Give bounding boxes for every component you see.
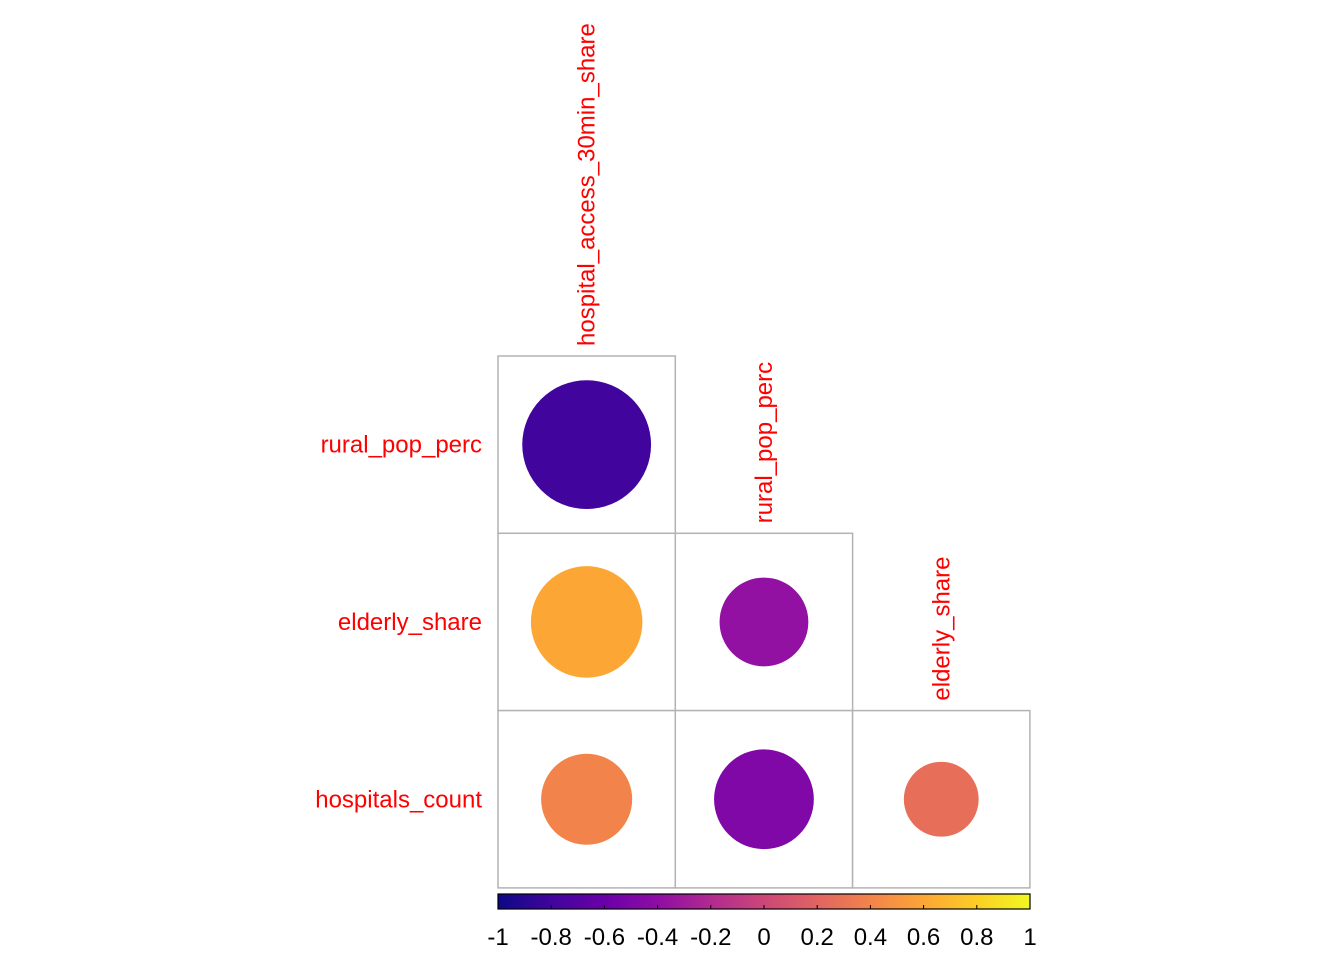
colorbar-tick-label: 0.6 <box>907 924 940 951</box>
colorbar-tick-label: -1 <box>487 924 508 951</box>
labels-layer: rural_pop_perc elderly_share hospitals_cou… <box>315 23 955 813</box>
corr-circle <box>719 577 809 667</box>
colorbar-tick-label: -0.6 <box>584 924 625 951</box>
colorbar-tick-label: 0.2 <box>801 924 834 951</box>
corr-circle <box>522 380 652 510</box>
colorbar-tick-label: 1 <box>1023 924 1036 951</box>
colorbar-tick-label: 0 <box>757 924 770 951</box>
corr-cell <box>674 709 854 889</box>
cells-layer <box>497 355 1031 889</box>
row-label: rural_pop_perc <box>321 432 482 459</box>
corr-cell <box>497 709 677 889</box>
colorbar-tick-label: 0.8 <box>960 924 993 951</box>
colorbar-tick-label: -0.4 <box>637 924 678 951</box>
corr-cell <box>497 532 677 712</box>
colorbar: -1 -0.8 -0.6 -0.4 -0.2 0 0.2 0.4 0.6 0.8 1 <box>487 893 1037 951</box>
corr-circle <box>530 566 643 678</box>
row-label: hospitals_count <box>315 786 482 813</box>
column-label: elderly_share <box>928 557 955 701</box>
row-label: elderly_share <box>338 609 482 636</box>
corr-cell <box>851 709 1031 889</box>
corr-circle <box>541 753 633 845</box>
column-label: rural_pop_perc <box>751 362 778 523</box>
corr-circle <box>714 749 814 850</box>
colorbar-tick-label: -0.8 <box>531 924 572 951</box>
corr-cell <box>674 532 854 712</box>
corr-cell <box>497 355 677 535</box>
colorbar-tick-label: 0.4 <box>854 924 887 951</box>
corr-circle <box>903 761 979 837</box>
column-label: hospital_access_30min_share <box>574 23 601 346</box>
colorbar-tick-label: -0.2 <box>690 924 731 951</box>
